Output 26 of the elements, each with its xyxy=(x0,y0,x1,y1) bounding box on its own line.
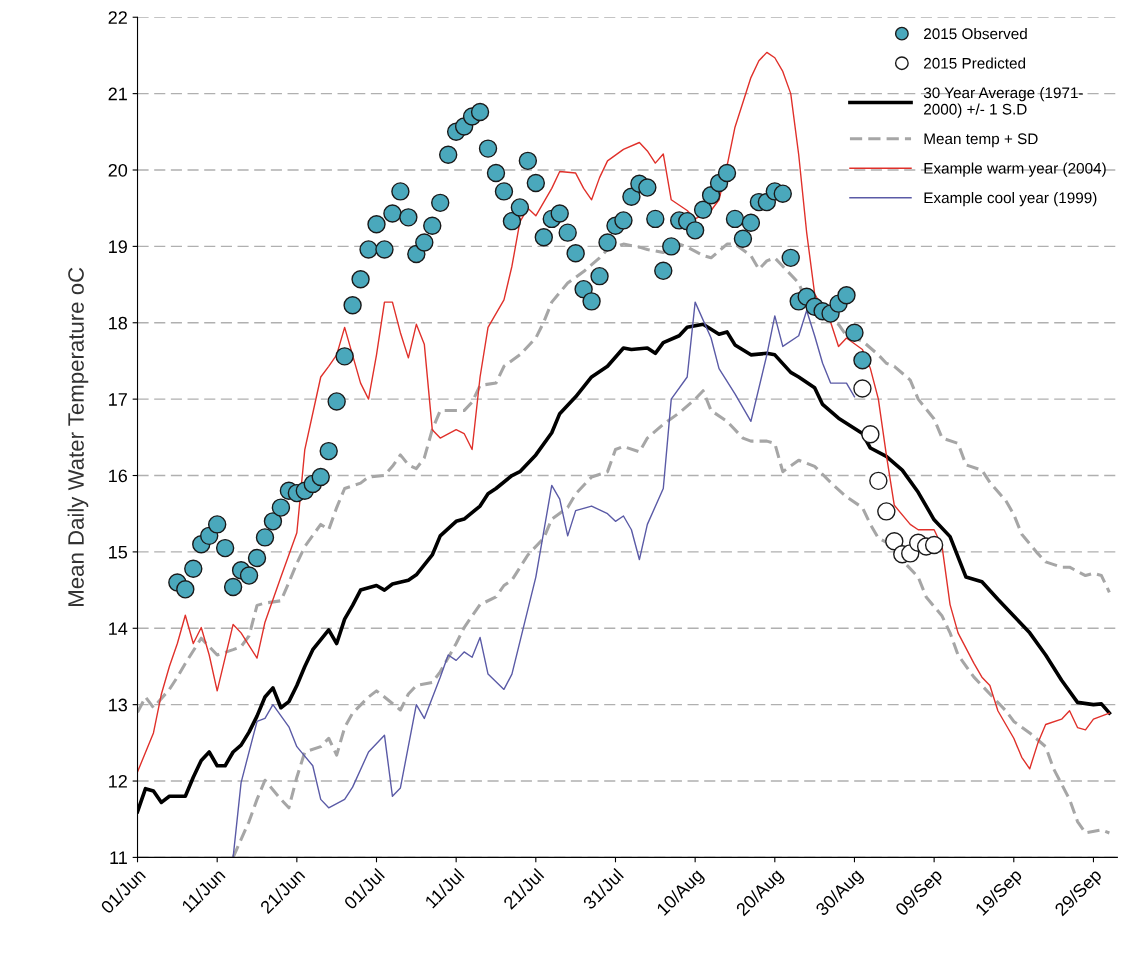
legend-label: 30 Year Average (1971- 2000) +/- 1 S.D xyxy=(923,86,1083,118)
point xyxy=(877,502,896,521)
y-tick-label: 19 xyxy=(109,240,127,254)
y-tick-label: 16 xyxy=(109,469,128,483)
y-tick-label: 17 xyxy=(109,393,127,406)
y-tick-label: 18 xyxy=(109,316,128,330)
y-tick-label: 12 xyxy=(109,774,127,788)
point xyxy=(885,532,904,551)
point xyxy=(924,535,944,555)
point xyxy=(869,471,888,491)
y-tick-label: 15 xyxy=(109,546,128,559)
y-tick-label: 13 xyxy=(109,698,128,712)
line-series xyxy=(137,51,1111,773)
y-tick-label: 20 xyxy=(108,163,128,177)
legend-label: Mean temp + SD xyxy=(924,133,1038,148)
point xyxy=(861,425,880,444)
y-axis-title: Mean Daily Water Temperature oC xyxy=(67,267,89,606)
point xyxy=(853,379,872,398)
legend-label: Example cool year (1999) xyxy=(924,191,1097,207)
y-tick-label: 11 xyxy=(110,851,127,864)
legend-label: Example warm year (2004) xyxy=(924,162,1106,177)
legend-label: 2015 Predicted xyxy=(924,57,1026,69)
y-tick-label: 21 xyxy=(108,87,127,101)
y-tick-label: 14 xyxy=(109,622,128,635)
legend-label: 2015 Observed xyxy=(924,27,1027,40)
y-tick-label: 22 xyxy=(108,11,127,24)
